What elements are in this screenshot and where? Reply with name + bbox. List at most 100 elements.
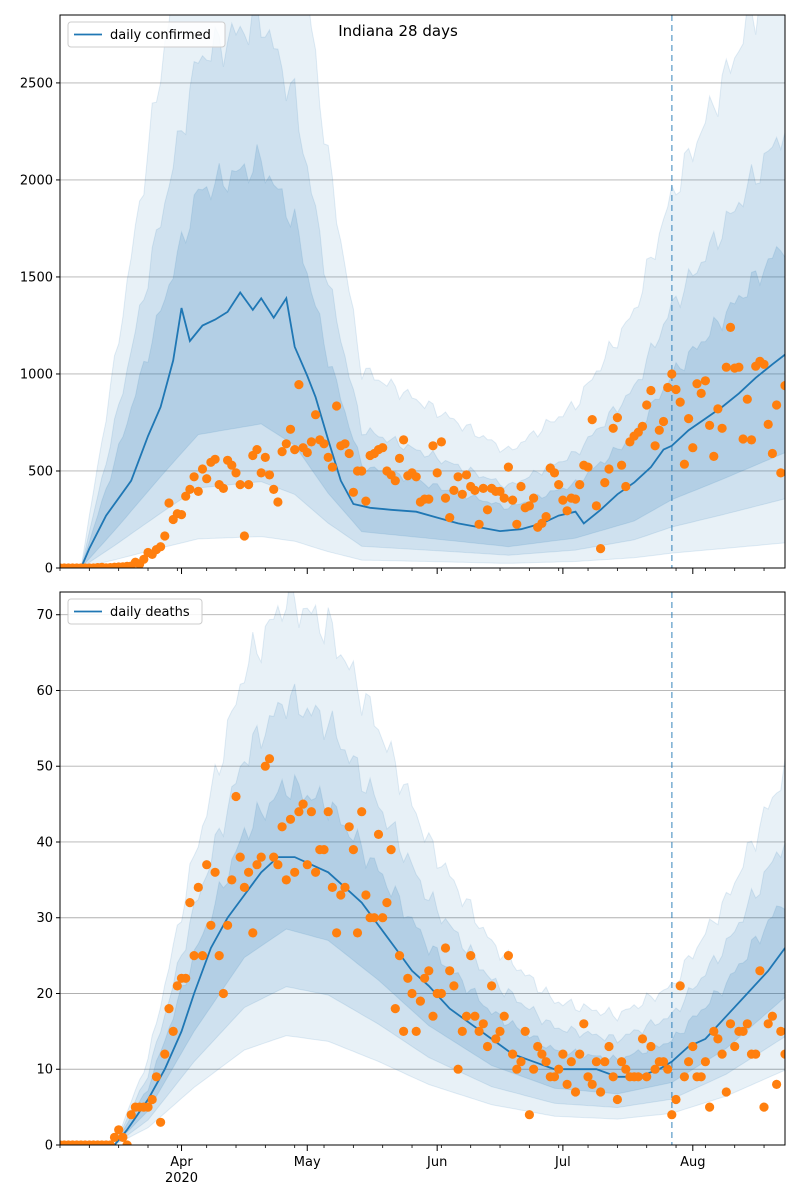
data-point [189, 472, 199, 482]
data-point [684, 414, 694, 424]
data-point [717, 1049, 727, 1059]
data-point [394, 453, 405, 463]
data-point [507, 495, 518, 505]
data-point [709, 1026, 719, 1036]
data-point [596, 544, 606, 554]
data-point [348, 487, 358, 497]
data-point [767, 1011, 778, 1021]
data-point [612, 413, 623, 423]
data-point [516, 481, 526, 492]
data-point [650, 441, 660, 451]
y-tick-label: 70 [36, 608, 53, 623]
data-point [533, 1041, 543, 1052]
data-point [361, 496, 371, 506]
data-point [231, 468, 241, 478]
data-point [244, 480, 254, 490]
data-point [440, 493, 451, 503]
data-point [759, 1102, 769, 1112]
data-point [357, 466, 367, 476]
data-point [336, 890, 346, 900]
observed-points [60, 322, 785, 568]
data-point [491, 1034, 501, 1044]
data-point [281, 439, 291, 449]
data-point [306, 437, 316, 447]
data-point [302, 447, 312, 458]
data-point [658, 1057, 669, 1067]
data-point [658, 416, 669, 427]
data-point [780, 1049, 785, 1059]
data-point [537, 518, 547, 529]
data-point [562, 1079, 572, 1089]
data-point [562, 506, 572, 516]
data-point [214, 951, 224, 961]
data-point [218, 483, 228, 493]
data-point [390, 1004, 400, 1014]
data-point [549, 1072, 560, 1082]
data-point [520, 1026, 530, 1036]
data-point [767, 448, 778, 459]
data-point [529, 1064, 539, 1074]
data-point [151, 1072, 161, 1082]
data-point [688, 443, 698, 453]
data-point [323, 807, 333, 817]
data-point [583, 462, 593, 472]
data-point [193, 486, 203, 496]
legend: daily confirmed [67, 21, 226, 48]
data-point [763, 1019, 773, 1029]
confidence-band [60, 683, 785, 1145]
data-point [721, 1087, 731, 1097]
data-point [604, 1041, 614, 1052]
data-point [290, 867, 300, 877]
data-point [156, 1117, 166, 1127]
data-point [772, 400, 782, 410]
data-point [713, 404, 723, 414]
data-point [734, 362, 744, 372]
data-point [746, 435, 757, 445]
data-point [725, 322, 736, 332]
data-point [507, 1049, 518, 1059]
data-point [273, 860, 283, 870]
data-point [290, 445, 300, 455]
data-point [457, 1026, 467, 1036]
data-point [277, 822, 287, 832]
data-point [524, 501, 535, 511]
data-point [277, 447, 287, 457]
x-tick-label: Aug [680, 1155, 705, 1170]
axes-frame [59, 591, 786, 1146]
y-tick-label: 50 [36, 760, 53, 775]
data-point [202, 474, 212, 484]
data-point [311, 867, 321, 877]
data-point [742, 1019, 752, 1029]
data-point [223, 920, 233, 930]
data-point [617, 1057, 627, 1067]
data-point [344, 822, 354, 832]
data-point [302, 860, 312, 870]
x-tick-label: Apr [170, 1155, 193, 1170]
data-point [591, 1057, 602, 1067]
data-point [235, 480, 245, 490]
confidence-band [60, 15, 785, 568]
data-point [340, 439, 350, 449]
data-point [424, 966, 434, 976]
data-point [382, 898, 392, 908]
data-point [608, 1072, 618, 1082]
data-point [332, 928, 342, 938]
data-point [784, 364, 785, 369]
data-point [344, 448, 354, 459]
data-point [298, 799, 308, 809]
data-point [340, 882, 350, 893]
data-point [470, 485, 480, 495]
data-point [596, 1087, 606, 1097]
data-point [587, 1079, 597, 1089]
data-point [503, 462, 513, 472]
data-point [537, 1049, 547, 1059]
data-point [487, 981, 497, 991]
data-point [470, 1011, 480, 1021]
data-point [160, 1049, 170, 1059]
data-point [168, 1026, 178, 1036]
y-tick-label: 1000 [20, 367, 53, 382]
data-point [654, 425, 664, 435]
x-tick-sublabel: 2020 [165, 1171, 198, 1186]
data-point [164, 498, 174, 508]
